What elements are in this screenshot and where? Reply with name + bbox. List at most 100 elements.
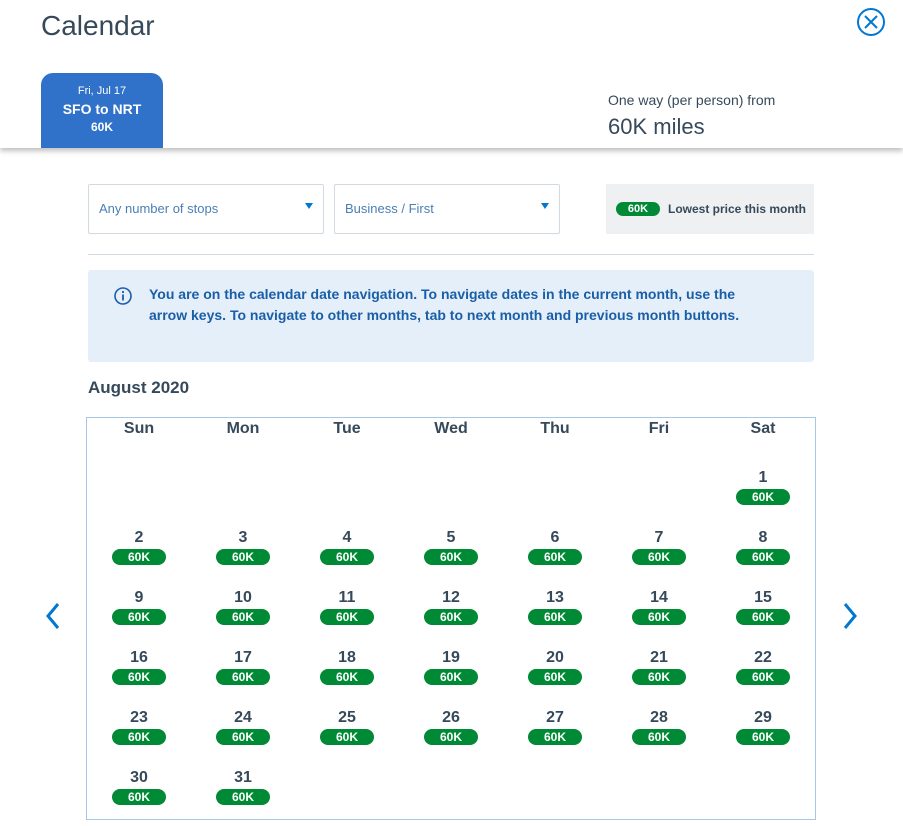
day-cell[interactable]: 23 60K — [87, 708, 191, 764]
calendar-grid: Sun Mon Tue Wed Thu Fri Sat 1 60K 2 60K 3 60K 4 60K 5 60… — [86, 417, 816, 820]
day-number: 22 — [754, 649, 772, 666]
day-number: 6 — [550, 529, 560, 546]
month-title: August 2020 — [88, 378, 190, 397]
tab-price: 60K — [90, 120, 113, 134]
day-number: 23 — [130, 709, 148, 726]
stops-select[interactable]: Any number of stops — [88, 184, 324, 234]
day-cell[interactable]: 1 60K — [711, 468, 815, 524]
price-badge: 60K — [736, 489, 790, 505]
next-month[interactable] — [835, 596, 865, 636]
day-number: 14 — [650, 589, 668, 606]
day-cell[interactable]: 12 60K — [399, 588, 503, 644]
price-badge: 60K — [632, 729, 686, 745]
day-cell[interactable]: 9 60K — [87, 588, 191, 644]
day-cell[interactable]: 13 60K — [503, 588, 607, 644]
weekday-label: Fri — [648, 420, 670, 437]
day-number: 30 — [130, 769, 148, 786]
day-cell[interactable]: 3 60K — [191, 528, 295, 584]
day-cell[interactable]: 28 60K — [607, 708, 711, 764]
day-cell[interactable]: 29 60K — [711, 708, 815, 764]
summary-label: One way (per person) from — [608, 92, 776, 108]
header: Calendar Fri, Jul 17 SFO to NRT 60K One … — [0, 0, 903, 148]
divider — [88, 254, 814, 255]
day-cell[interactable]: 30 60K — [87, 768, 191, 824]
legend: 60K Lowest price this month — [606, 184, 814, 234]
weekday-label: Sat — [750, 420, 776, 437]
day-number: 27 — [546, 709, 564, 726]
price-badge: 60K — [424, 609, 478, 625]
price-badge: 60K — [320, 609, 374, 625]
day-cell[interactable]: 10 60K — [191, 588, 295, 644]
weekday-label: Thu — [540, 420, 570, 437]
day-number: 18 — [338, 649, 356, 666]
day-number: 15 — [754, 589, 772, 606]
price-badge: 60K — [216, 549, 270, 565]
price-badge: 60K — [632, 549, 686, 565]
day-cell[interactable]: 18 60K — [295, 648, 399, 704]
day-cell[interactable]: 17 60K — [191, 648, 295, 704]
day-cell[interactable]: 11 60K — [295, 588, 399, 644]
day-cell[interactable]: 6 60K — [503, 528, 607, 584]
weekday-label: Wed — [434, 420, 468, 437]
price-badge: 60K — [320, 669, 374, 685]
legend-label: Lowest price this month — [668, 202, 807, 216]
price-badge: 60K — [528, 669, 582, 685]
price-badge: 60K — [736, 609, 790, 625]
price-badge: 60K — [528, 549, 582, 565]
cabin-select[interactable]: Business / First — [334, 184, 560, 234]
day-number: 26 — [442, 709, 460, 726]
day-number: 16 — [130, 649, 148, 666]
price-badge: 60K — [632, 609, 686, 625]
day-number: 20 — [546, 649, 564, 666]
day-number: 9 — [134, 589, 144, 606]
day-number: 8 — [758, 529, 768, 546]
day-cell[interactable]: 21 60K — [607, 648, 711, 704]
summary-price: 60K miles — [608, 114, 705, 139]
day-cell[interactable]: 26 60K — [399, 708, 503, 764]
day-number: 24 — [234, 709, 252, 726]
day-number: 19 — [442, 649, 460, 666]
day-cell[interactable]: 31 60K — [191, 768, 295, 824]
price-badge: 60K — [112, 549, 166, 565]
select-text: Any number of stops — [99, 201, 219, 216]
day-cell[interactable]: 22 60K — [711, 648, 815, 704]
day-cell[interactable]: 25 60K — [295, 708, 399, 764]
previous-month[interactable] — [38, 596, 68, 636]
weekday-label: Tue — [333, 420, 361, 437]
day-number: 29 — [754, 709, 772, 726]
day-number: 10 — [234, 589, 252, 606]
day-number: 11 — [338, 589, 356, 606]
dialog-title: Calendar — [41, 10, 155, 41]
day-number: 25 — [338, 709, 356, 726]
day-cell[interactable]: 16 60K — [87, 648, 191, 704]
day-cell[interactable]: 15 60K — [711, 588, 815, 644]
day-cell[interactable]: 5 60K — [399, 528, 503, 584]
select-text: Business / First — [345, 201, 434, 216]
day-number: 12 — [442, 589, 460, 606]
day-cell[interactable]: 27 60K — [503, 708, 607, 764]
info-icon — [114, 287, 132, 305]
day-number: 28 — [650, 709, 668, 726]
select-caret — [305, 203, 313, 209]
info-notice: You are on the calendar date navigation.… — [88, 270, 814, 362]
price-badge: 60K — [424, 669, 478, 685]
price-badge: 60K — [736, 729, 790, 745]
day-number: 7 — [654, 529, 664, 546]
day-cell[interactable]: 19 60K — [399, 648, 503, 704]
day-cell[interactable]: 20 60K — [503, 648, 607, 704]
day-number: 31 — [234, 769, 252, 786]
day-cell[interactable]: 8 60K — [711, 528, 815, 584]
price-badge: 60K — [320, 549, 374, 565]
day-cell[interactable]: 4 60K — [295, 528, 399, 584]
day-cell[interactable]: 7 60K — [607, 528, 711, 584]
price-badge: 60K — [736, 669, 790, 685]
day-cell[interactable]: 24 60K — [191, 708, 295, 764]
close-button[interactable] — [856, 7, 886, 37]
day-cell[interactable]: 14 60K — [607, 588, 711, 644]
day-cell[interactable]: 2 60K — [87, 528, 191, 584]
flight-tab[interactable]: Fri, Jul 17 SFO to NRT 60K — [41, 73, 163, 148]
day-number: 17 — [234, 649, 252, 666]
price-badge: 60K — [528, 729, 582, 745]
day-number: 1 — [758, 469, 768, 486]
